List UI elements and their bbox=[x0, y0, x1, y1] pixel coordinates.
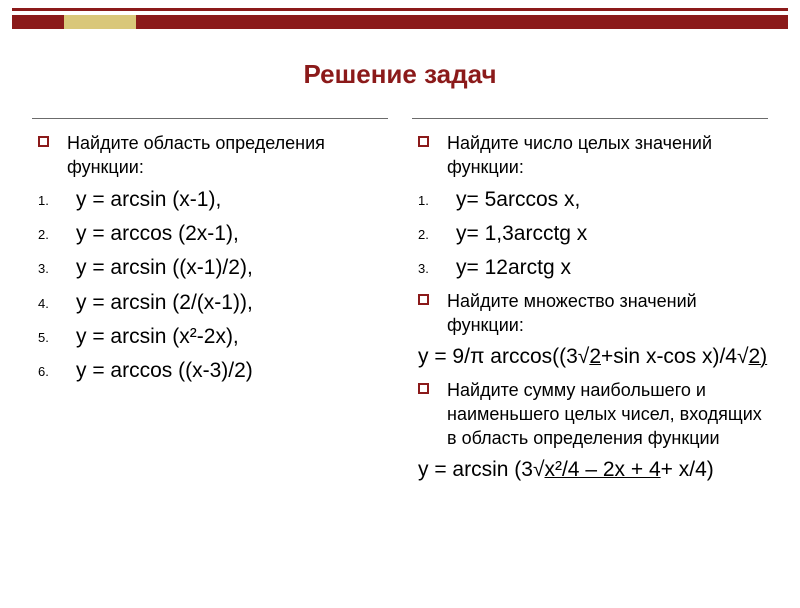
left-item-2: 2. y = arccos (2x-1), bbox=[32, 220, 388, 248]
eq3-part-c: + x/4) bbox=[661, 456, 714, 484]
right-divider bbox=[412, 118, 768, 119]
eq2-part-a: y = 9/π arccos((3√ bbox=[418, 343, 589, 371]
right-num-1: 1. y= 5arccos x, bbox=[412, 186, 768, 214]
right-num-3: 3. y= 12arctg x bbox=[412, 254, 768, 282]
left-prompt-text: Найдите область определения функции: bbox=[67, 131, 388, 180]
left-item-4: 4. y = arcsin (2/(x-1)), bbox=[32, 289, 388, 317]
left-item-3-text: y = arcsin ((x-1)/2), bbox=[76, 254, 388, 282]
right-num-2: 2. y= 1,3arcctg x bbox=[412, 220, 768, 248]
right-eq-3: y = arcsin (3√x²/4 – 2x + 4 + x/4) bbox=[412, 456, 768, 484]
right-prompt-3-text: Найдите сумму наибольшего и наименьшего … bbox=[447, 378, 768, 451]
left-item-5: 5. y = arcsin (x²-2x), bbox=[32, 323, 388, 351]
eq2-part-d: 2) bbox=[748, 343, 767, 371]
eq3-part-a: y = arcsin (3√ bbox=[418, 456, 544, 484]
right-column: Найдите число целых значений функции: 1.… bbox=[406, 118, 768, 491]
num-marker: 4. bbox=[38, 295, 54, 313]
right-num-3-text: y= 12arctg x bbox=[456, 254, 768, 282]
left-item-1: 1. y = arcsin (x-1), bbox=[32, 186, 388, 214]
right-num-1-text: y= 5arccos x, bbox=[456, 186, 768, 214]
left-item-5-text: y = arcsin (x²-2x), bbox=[76, 323, 388, 351]
right-prompt-2-text: Найдите множество значений функции: bbox=[447, 289, 768, 338]
bullet-icon bbox=[418, 383, 429, 394]
num-marker: 3. bbox=[418, 260, 434, 278]
border-thick bbox=[12, 15, 788, 29]
left-column: Найдите область определения функции: 1. … bbox=[32, 118, 406, 491]
left-item-6: 6. y = arccos ((x-3)/2) bbox=[32, 357, 388, 385]
num-marker: 2. bbox=[38, 226, 54, 244]
header-border bbox=[12, 8, 788, 29]
bullet-icon bbox=[418, 294, 429, 305]
bullet-icon bbox=[38, 136, 49, 147]
eq2-part-c: +sin x-cos x)/4√ bbox=[601, 343, 748, 371]
right-prompt-2: Найдите множество значений функции: bbox=[412, 289, 768, 338]
right-eq-2: y = 9/π arccos((3√2 +sin x-cos x)/4√2) bbox=[412, 343, 768, 371]
left-item-1-text: y = arcsin (x-1), bbox=[76, 186, 388, 214]
right-prompt-1: Найдите число целых значений функции: bbox=[412, 131, 768, 180]
eq3-part-b: x²/4 – 2x + 4 bbox=[544, 456, 660, 484]
slide-title: Решение задач bbox=[0, 59, 800, 90]
num-marker: 1. bbox=[418, 192, 434, 210]
right-num-2-text: y= 1,3arcctg x bbox=[456, 220, 768, 248]
num-marker: 6. bbox=[38, 363, 54, 381]
left-item-3: 3. y = arcsin ((x-1)/2), bbox=[32, 254, 388, 282]
left-item-2-text: y = arccos (2x-1), bbox=[76, 220, 388, 248]
bullet-icon bbox=[418, 136, 429, 147]
border-thin bbox=[12, 8, 788, 11]
eq2-part-b: 2 bbox=[589, 343, 601, 371]
num-marker: 5. bbox=[38, 329, 54, 347]
accent-gold-block bbox=[64, 15, 136, 29]
num-marker: 1. bbox=[38, 192, 54, 210]
content-columns: Найдите область определения функции: 1. … bbox=[0, 118, 800, 491]
num-marker: 3. bbox=[38, 260, 54, 278]
left-divider bbox=[32, 118, 388, 119]
right-prompt-1-text: Найдите число целых значений функции: bbox=[447, 131, 768, 180]
num-marker: 2. bbox=[418, 226, 434, 244]
left-item-4-text: y = arcsin (2/(x-1)), bbox=[76, 289, 388, 317]
right-prompt-3: Найдите сумму наибольшего и наименьшего … bbox=[412, 378, 768, 451]
left-item-6-text: y = arccos ((x-3)/2) bbox=[76, 357, 388, 385]
left-prompt: Найдите область определения функции: bbox=[32, 131, 388, 180]
